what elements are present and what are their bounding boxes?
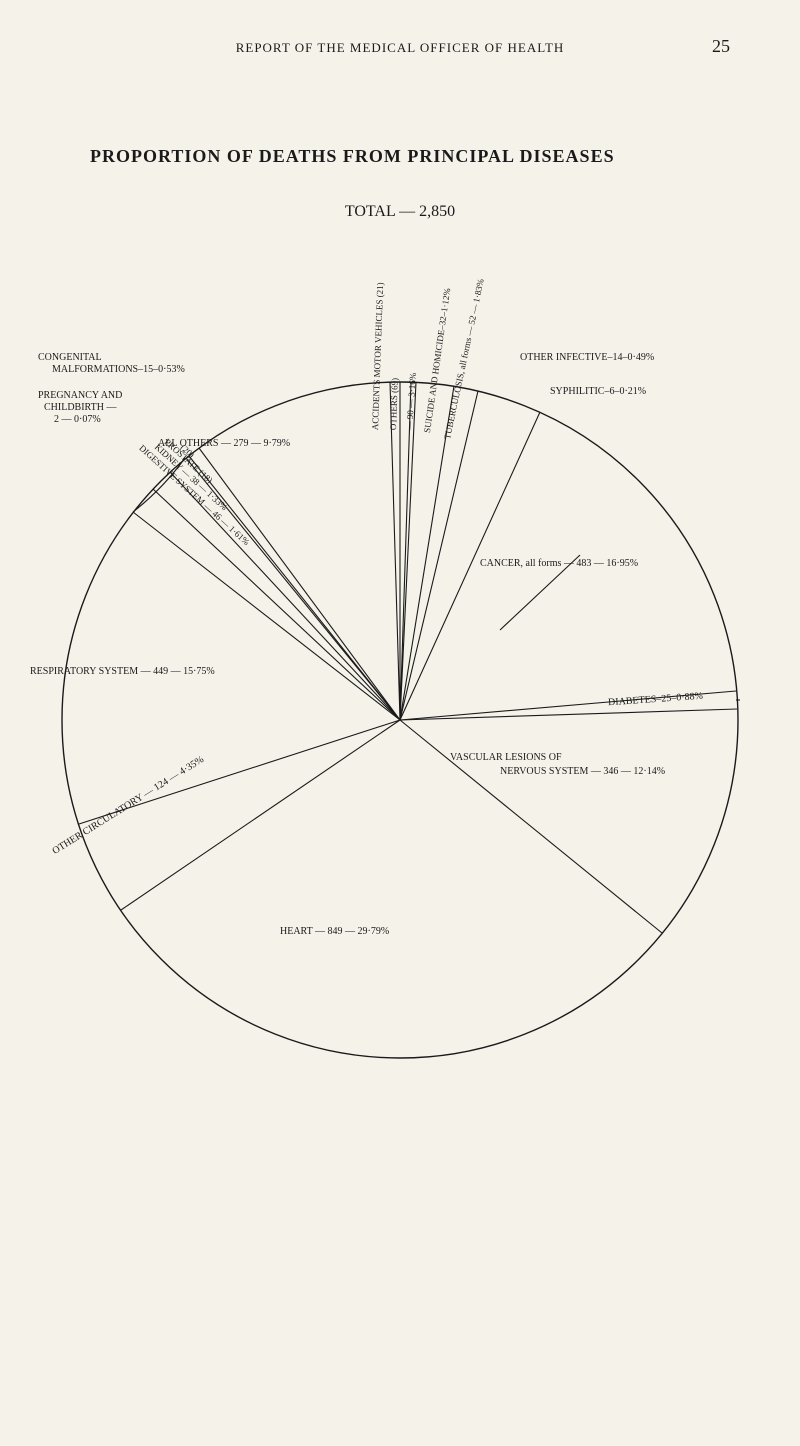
label-cancer: CANCER, all forms — 483 — 16·95% [480, 558, 638, 569]
label-congenital: CONGENITAL [38, 352, 102, 363]
report-header: REPORT OF THE MEDICAL OFFICER OF HEALTH [0, 0, 800, 56]
label-other-infective: OTHER INFECTIVE–14–0·49% [520, 352, 654, 363]
label-accidents-others: OTHERS (69) [388, 378, 400, 431]
label-vascular2: NERVOUS SYSTEM — 346 — 12·14% [500, 766, 665, 777]
label-pregnancy: PREGNANCY AND [38, 390, 122, 401]
label-vascular1: VASCULAR LESIONS OF [450, 752, 562, 763]
chart-title: PROPORTION OF DEATHS FROM PRINCIPAL DISE… [0, 146, 800, 167]
total-line: TOTAL — 2,850 [0, 203, 800, 221]
label-heart: HEART — 849 — 29·79% [280, 926, 389, 937]
label-syphilitic: SYPHILITIC–6–0·21% [550, 386, 646, 397]
label-pregnancy3: 2 — 0·07% [54, 414, 101, 425]
label-pregnancy2: CHILDBIRTH — [44, 402, 116, 413]
page-number: 25 [712, 36, 730, 57]
pie-svg [50, 370, 750, 1070]
pie-chart: CONGENITAL MALFORMATIONS–15–0·53% PREGNA… [50, 370, 750, 1070]
label-respiratory: RESPIRATORY SYSTEM — 449 — 15·75% [30, 666, 215, 677]
label-congenital2: MALFORMATIONS–15–0·53% [52, 364, 185, 375]
